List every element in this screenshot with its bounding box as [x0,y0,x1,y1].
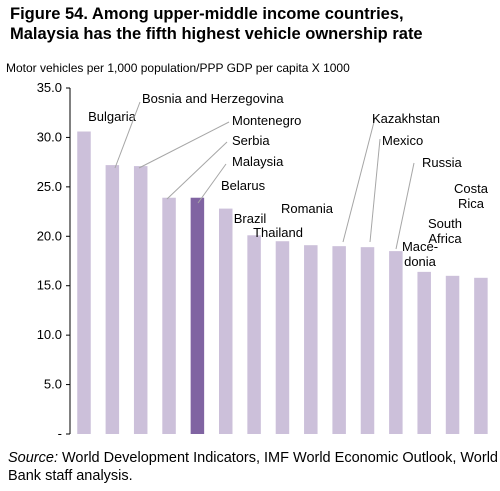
y-tick-label: 25.0 [37,179,62,194]
leader-line [166,141,228,200]
y-tick-label: 15.0 [37,278,62,293]
chart-title-line-2: Malaysia has the fifth highest vehicle o… [10,25,423,43]
y-tick-label: - [58,426,62,441]
leader-line [138,121,230,169]
leader-line [395,162,415,250]
bar-south-africa [445,275,460,434]
bar-label: Costa Rica [454,181,489,211]
leader-line [114,101,141,169]
bar-costa-rica [474,277,488,434]
y-tick-label: 20.0 [37,228,62,243]
bar-belarus [219,208,233,434]
bar-label: Mexico [382,133,423,148]
leader-line [342,117,376,243]
bar-label: Romania [281,201,334,216]
bar-label: South Africa [428,216,462,246]
y-tick-label: 10.0 [37,327,62,342]
bar-romania [304,245,318,434]
leader-line [369,138,381,243]
bar-label: Mace-donia [402,239,438,269]
bar-russia [389,251,403,434]
y-tick-label: 35.0 [37,80,62,95]
source-label: Source: [8,450,58,466]
bar-montenegro [133,166,148,434]
chart-title-line-1: Figure 54. Among upper-middle income cou… [10,5,404,23]
y-tick-label: 5.0 [44,377,62,392]
source-note: Source: World Development Indicators, IM… [8,449,498,485]
bar-bosnia-and-herzegovina [105,165,120,434]
leader-line [197,163,227,204]
bar-label: Kazakhstan [372,111,440,126]
bar-label: Brazil [234,211,267,226]
bar-kazakhstan [332,246,346,434]
bar-mexico [360,247,375,434]
bar-bulgaria [77,131,91,435]
chart-title: Figure 54. Among upper-middle income cou… [10,4,495,44]
bar-label: Malaysia [232,154,284,169]
bar-serbia [162,197,176,434]
y-axis-label: Motor vehicles per 1,000 population/PPP … [6,61,350,75]
bar-thailand [275,241,290,434]
bar-label: Serbia [232,133,270,148]
bar-label: Bosnia and Herzegovina [142,91,284,106]
bar-macedonia [417,271,431,434]
bar-label: Montenegro [232,113,301,128]
bar-malaysia [190,197,205,434]
bar-label: Russia [422,155,463,170]
y-tick-label: 30.0 [37,129,62,144]
bar-label: Bulgaria [88,109,136,124]
bar-label: Belarus [221,178,266,193]
bar-label: Thailand [253,225,303,240]
bar-brazil [247,235,261,434]
source-text: World Development Indicators, IMF World … [8,450,498,484]
